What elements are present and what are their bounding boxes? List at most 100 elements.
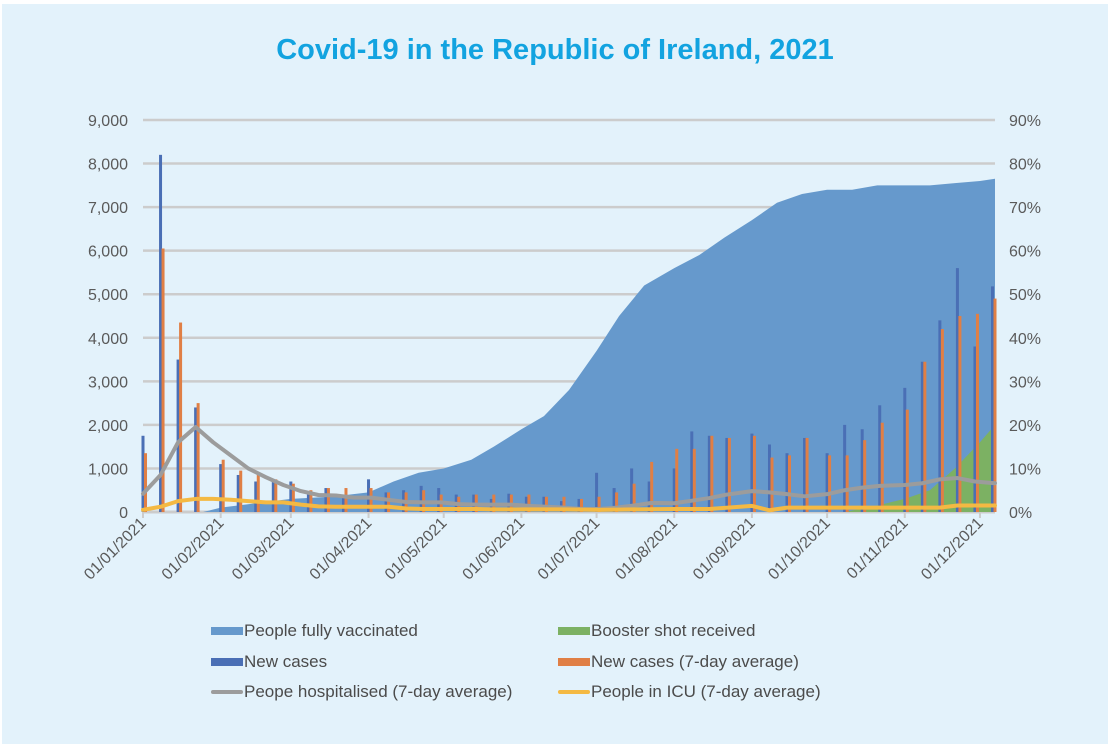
- new-cases-7-day-average-bar: [239, 470, 243, 512]
- new-cases-7-day-average-bar: [958, 316, 962, 512]
- new-cases-bar: [324, 488, 328, 512]
- right-axis-tick-label: 90%: [1009, 113, 1041, 130]
- new-cases-bar: [159, 154, 163, 512]
- new-cases-7-day-average-bar: [309, 490, 313, 512]
- new-cases-bar: [785, 453, 789, 512]
- right-y-axis: 0% 10% 20% 30% 40% 50% 60% 70% 80% 90%: [1009, 113, 1041, 522]
- new-cases-bar: [176, 359, 180, 512]
- people-in-icu-7-day-average-line: [141, 496, 997, 513]
- new-cases-7-day-average-bar: [727, 437, 731, 512]
- new-cases-bar: [647, 481, 651, 512]
- x-axis-tick-label: 01/01/2021: [81, 515, 150, 584]
- legend-label: Booster shot received: [591, 621, 756, 640]
- new-cases-7-day-average-bar: [161, 248, 165, 512]
- peope-hospitalised-7-day-average-line: [141, 425, 997, 511]
- x-axis-tick-label: 01/09/2021: [690, 515, 759, 584]
- x-axis-tick-label: 01/11/2021: [844, 515, 912, 583]
- new-cases-7-day-average-bar: [544, 496, 548, 512]
- new-cases-bar: [542, 496, 546, 512]
- left-axis-tick-label: 5,000: [88, 287, 128, 304]
- new-cases-bar: [289, 481, 293, 512]
- legend-item: People fully vaccinated: [211, 621, 418, 641]
- new-cases-7-day-average-bar: [527, 494, 531, 512]
- legend-label: New cases: [244, 652, 328, 671]
- new-cases-7-day-average-bar: [632, 483, 636, 512]
- right-axis-tick-label: 80%: [1009, 157, 1041, 174]
- legend-item: New cases (7-day average): [558, 652, 799, 672]
- new-cases-bar: [419, 485, 423, 512]
- legend-item: People in ICU (7-day average): [558, 682, 821, 702]
- new-cases-7-day-average-bar: [562, 496, 566, 512]
- new-cases-7-day-average-bar: [196, 403, 200, 512]
- new-cases-7-day-average-bar: [692, 448, 696, 512]
- new-cases-bar: [825, 453, 829, 512]
- x-axis-tick-label: 01/03/2021: [229, 515, 298, 584]
- new-cases-bar: [219, 464, 223, 512]
- legend-swatch: [211, 627, 243, 635]
- new-cases-bar: [612, 488, 616, 512]
- new-cases-7-day-average-bar: [144, 453, 148, 512]
- left-axis-tick-label: 2,000: [88, 418, 128, 435]
- right-axis-tick-label: 50%: [1009, 287, 1041, 304]
- new-cases-7-day-average-bar: [788, 455, 792, 512]
- new-cases-7-day-average-bar: [905, 409, 909, 512]
- new-cases-7-day-average-bar: [256, 474, 260, 512]
- legend-item: Booster shot received: [558, 621, 755, 641]
- new-cases-bar: [595, 472, 599, 512]
- legend-label: Peope hospitalised (7-day average): [244, 682, 513, 701]
- new-cases-7-day-average-bar: [710, 435, 714, 512]
- x-axis-tick-label: 01/07/2021: [535, 515, 604, 584]
- legend-swatch: [558, 658, 590, 666]
- new-cases-7-day-average-bar: [770, 457, 774, 512]
- new-cases-7-day-average-bar: [650, 461, 654, 512]
- new-cases-bar: [384, 492, 388, 512]
- new-cases-bar: [973, 346, 977, 512]
- new-cases-bar: [437, 488, 441, 512]
- new-cases-7-day-average-bar: [805, 437, 809, 512]
- new-cases-bar: [990, 286, 994, 512]
- legend-item: New cases: [211, 652, 327, 672]
- new-cases-bar: [254, 481, 258, 512]
- left-axis-tick-label: 6,000: [88, 244, 128, 261]
- right-axis-tick-label: 60%: [1009, 244, 1041, 261]
- new-cases-bar: [341, 494, 345, 512]
- new-cases-7-day-average-bar: [326, 488, 330, 512]
- right-axis-tick-label: 40%: [1009, 331, 1041, 348]
- left-axis-tick-label: 3,000: [88, 374, 128, 391]
- x-axis-tick-label: 01/08/2021: [612, 515, 681, 584]
- new-cases-bar: [306, 492, 310, 512]
- x-axis-tick-label: 01/06/2021: [460, 515, 529, 584]
- left-y-axis: 0 1,000 2,000 3,000 4,000 5,000 6,000 7,000 8,00…: [88, 113, 128, 522]
- new-cases-bar: [707, 435, 711, 512]
- legend-label: New cases (7-day average): [591, 652, 799, 671]
- new-cases-7-day-average-bar: [344, 488, 348, 512]
- new-cases-bar: [878, 405, 882, 512]
- new-cases-7-day-average-bar: [179, 322, 183, 512]
- new-cases-7-day-average-bar: [993, 298, 997, 512]
- left-axis-tick-label: 7,000: [88, 200, 128, 217]
- new-cases-7-day-average-bar: [597, 496, 601, 512]
- legend-swatch: [558, 690, 590, 694]
- right-axis-tick-label: 70%: [1009, 200, 1041, 217]
- new-cases-7-day-average-bar: [975, 313, 979, 512]
- new-cases-bar: [955, 268, 959, 512]
- new-cases-bar: [938, 320, 942, 512]
- legend-swatch: [211, 658, 243, 666]
- booster-shot-received-area: [143, 424, 995, 512]
- legend-swatch: [211, 690, 243, 694]
- new-cases-7-day-average-bar: [940, 329, 944, 512]
- new-cases-7-day-average-bar: [221, 459, 225, 512]
- new-cases-bar: [630, 468, 634, 512]
- chart-title: Covid-19 in the Republic of Ireland, 202…: [276, 34, 834, 66]
- left-axis-tick-label: 8,000: [88, 157, 128, 174]
- x-axis-tick-label: 01/10/2021: [765, 515, 834, 584]
- left-axis-tick-label: 0: [119, 505, 128, 522]
- new-cases-7-day-average-bar: [387, 492, 391, 512]
- left-axis-tick-label: 9,000: [88, 113, 128, 130]
- new-cases-7-day-average-bar: [291, 483, 295, 512]
- new-cases-bar: [920, 361, 924, 512]
- line-series: [141, 425, 997, 513]
- right-axis-tick-label: 0%: [1009, 505, 1032, 522]
- new-cases-bar: [194, 407, 198, 512]
- new-cases-7-day-average-bar: [880, 422, 884, 512]
